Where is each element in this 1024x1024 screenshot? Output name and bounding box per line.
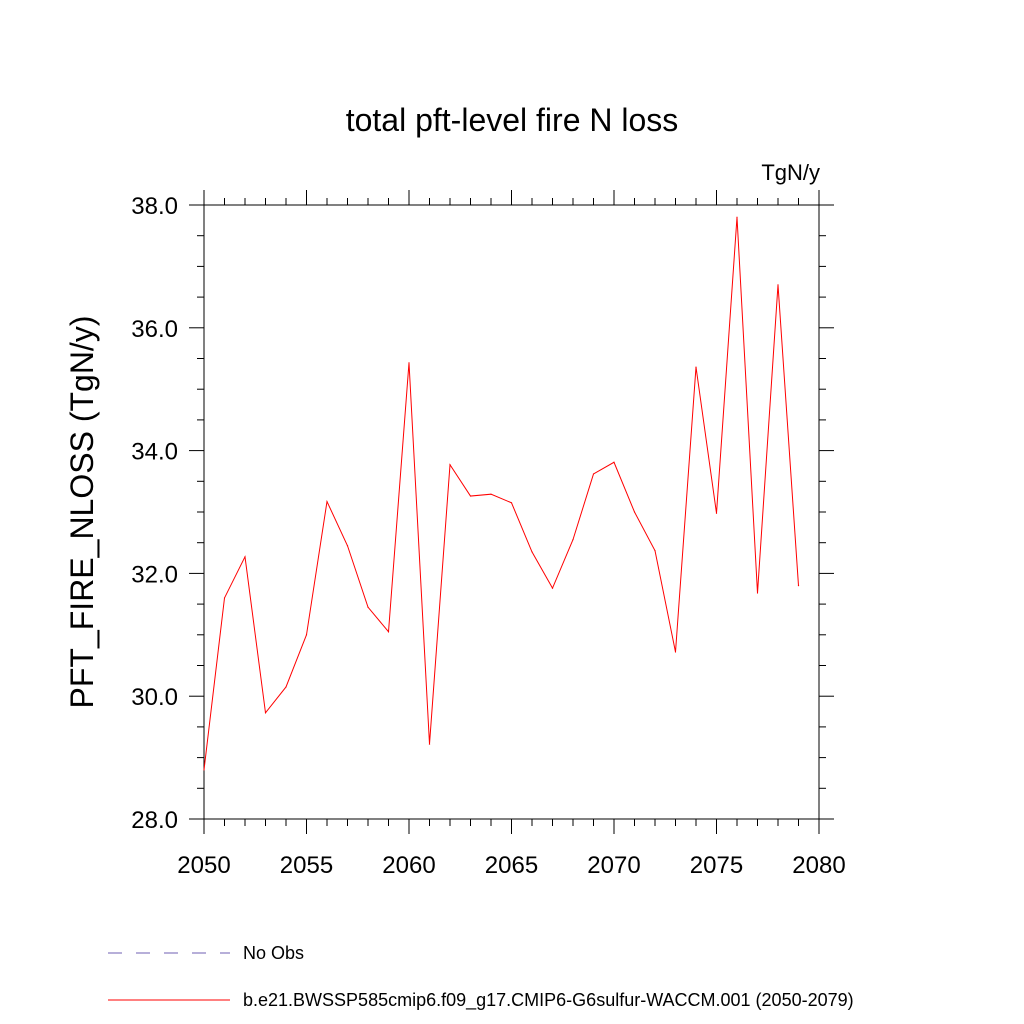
data-point-2061 — [428, 743, 431, 745]
data-point-2057 — [346, 545, 349, 547]
x-tick-label-2050: 2050 — [177, 852, 230, 879]
data-point-2074 — [695, 366, 697, 368]
data-point-2060 — [408, 362, 410, 364]
x-tick-label-2075: 2075 — [690, 852, 743, 879]
data-point-2071 — [633, 511, 636, 513]
legend-label-no-obs: No Obs — [243, 943, 304, 963]
data-point-2078 — [777, 284, 779, 286]
data-point-2063 — [469, 495, 472, 497]
x-tick-label-2060: 2060 — [382, 852, 435, 879]
y-tick-label-30.0: 30.0 — [131, 684, 178, 711]
units-label: TgN/y — [761, 160, 820, 185]
data-point-2050 — [203, 769, 205, 771]
data-point-2058 — [367, 606, 369, 608]
y-tick-label-28.0: 28.0 — [131, 807, 178, 834]
plot-frame — [203, 204, 820, 820]
data-point-2076 — [736, 216, 738, 218]
y-axis-label: PFT_FIRE_NLOSS (TgN/y) — [64, 316, 100, 709]
data-point-2056 — [326, 500, 328, 503]
data-point-2070 — [613, 461, 615, 463]
data-point-2062 — [449, 464, 451, 466]
y-tick-label-32.0: 32.0 — [131, 561, 178, 588]
data-point-2051 — [223, 597, 226, 599]
data-point-2075 — [715, 512, 718, 514]
data-point-2064 — [490, 493, 492, 495]
data-point-2059 — [387, 631, 390, 633]
x-tick-labels: 2050 2055 2060 2065 2070 2075 2080 — [177, 852, 845, 879]
series-line-0 — [203, 217, 799, 770]
x-tick-label-2080: 2080 — [792, 852, 845, 879]
legend: No Obs b.e21.BWSSP585cmip6.f09_g17.CMIP6… — [108, 943, 854, 1011]
data-point-2068 — [572, 539, 574, 541]
data-point-2066 — [531, 551, 533, 553]
y-tick-label-34.0: 34.0 — [131, 439, 178, 466]
x-tick-label-2065: 2065 — [485, 852, 538, 879]
legend-label-model: b.e21.BWSSP585cmip6.f09_g17.CMIP6-G6sulf… — [243, 990, 854, 1011]
x-tick-label-2055: 2055 — [280, 852, 333, 879]
data-point-2069 — [592, 473, 595, 475]
data-point-2079 — [797, 585, 800, 587]
data-point-2077 — [756, 592, 759, 594]
minor-ticks — [197, 198, 826, 826]
data-point-2053 — [264, 712, 267, 714]
y-tick-label-38.0: 38.0 — [131, 193, 178, 220]
data-point-2067 — [551, 587, 554, 589]
series-layer — [203, 216, 800, 771]
data-point-2055 — [305, 634, 308, 636]
x-tick-label-2070: 2070 — [587, 852, 640, 879]
major-ticks — [189, 190, 834, 834]
data-point-2065 — [510, 502, 513, 504]
data-point-2052 — [244, 556, 246, 558]
chart-title: total pft-level fire N loss — [346, 102, 679, 138]
data-point-2073 — [674, 651, 677, 653]
data-point-2072 — [654, 550, 656, 552]
data-point-2054 — [285, 686, 287, 688]
y-tick-label-36.0: 36.0 — [131, 316, 178, 343]
y-tick-labels: 28.0 30.0 32.0 34.0 36.0 38.0 — [131, 193, 178, 834]
